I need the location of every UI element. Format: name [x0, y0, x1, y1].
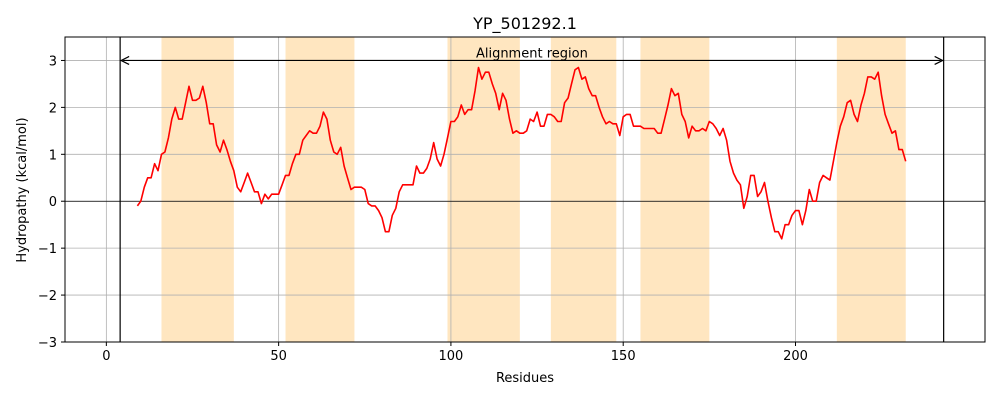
y-tick-label: 3 — [49, 54, 57, 69]
alignment-region-label: Alignment region — [476, 46, 588, 61]
y-tick-label: −3 — [38, 336, 57, 351]
hydropathy-series — [136, 66, 907, 240]
x-axis: 0 50 100 150 200 — [102, 342, 808, 364]
hydropathy-line — [136, 66, 907, 240]
x-tick-label: 200 — [783, 349, 808, 364]
highlight-region — [550, 37, 617, 342]
y-tick-label: −2 — [38, 289, 57, 304]
x-axis-label: Residues — [496, 371, 554, 386]
y-axis: −3 −2 −1 0 1 2 3 — [38, 54, 65, 351]
y-tick-label: −1 — [38, 242, 57, 257]
boundary-lines — [119, 37, 945, 342]
arrow-head-left — [119, 55, 130, 65]
y-tick-label: 2 — [49, 101, 57, 116]
x-tick-label: 0 — [102, 349, 110, 364]
y-tick-label: 0 — [49, 195, 57, 210]
alignment-arrow — [119, 55, 944, 65]
plot-frame — [64, 36, 986, 343]
x-tick-label: 50 — [270, 349, 287, 364]
arrow-head-right — [934, 55, 944, 65]
chart-title: YP_501292.1 — [472, 14, 577, 34]
highlight-region — [836, 37, 906, 342]
highlight-region — [285, 37, 355, 342]
y-axis-label: Hydropathy (kcal/mol) — [15, 117, 30, 262]
y-tick-label: 1 — [49, 148, 57, 163]
highlight-region — [447, 37, 520, 342]
highlight-region — [640, 37, 710, 342]
x-tick-label: 150 — [611, 349, 636, 364]
highlight-regions — [161, 37, 906, 342]
highlight-region — [161, 37, 234, 342]
x-tick-label: 100 — [439, 349, 464, 364]
